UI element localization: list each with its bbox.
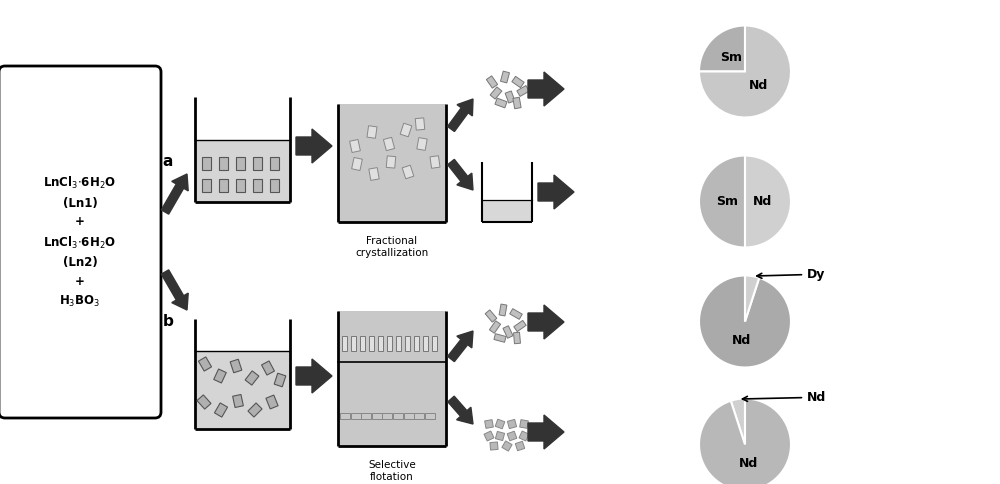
Bar xyxy=(414,336,419,350)
Text: b: b xyxy=(163,315,173,330)
Bar xyxy=(494,333,506,342)
Polygon shape xyxy=(195,140,290,202)
Polygon shape xyxy=(338,311,446,446)
Bar xyxy=(378,336,383,350)
Wedge shape xyxy=(745,155,791,247)
Wedge shape xyxy=(731,398,745,444)
Text: Nd: Nd xyxy=(732,334,752,347)
Wedge shape xyxy=(699,26,745,72)
Bar xyxy=(253,156,262,169)
Text: Fractional
crystallization: Fractional crystallization xyxy=(355,236,429,258)
FancyArrow shape xyxy=(448,99,473,132)
Bar xyxy=(519,431,529,441)
Bar xyxy=(236,179,244,192)
Wedge shape xyxy=(699,275,791,367)
Bar xyxy=(342,336,347,350)
Text: Nd: Nd xyxy=(742,391,826,404)
Polygon shape xyxy=(338,104,446,222)
Text: Sm: Sm xyxy=(717,195,739,208)
FancyArrow shape xyxy=(448,396,473,424)
Bar xyxy=(383,137,395,151)
Bar xyxy=(274,373,286,387)
Text: a: a xyxy=(163,154,173,169)
Bar xyxy=(484,431,494,441)
Bar xyxy=(495,431,505,440)
Bar xyxy=(236,156,244,169)
Bar xyxy=(430,156,440,168)
Bar xyxy=(499,304,507,316)
Bar xyxy=(245,371,259,385)
Bar xyxy=(218,156,228,169)
Text: Nd: Nd xyxy=(749,79,768,91)
Wedge shape xyxy=(699,155,745,247)
FancyBboxPatch shape xyxy=(0,66,161,418)
Bar xyxy=(404,413,414,419)
FancyArrow shape xyxy=(538,175,574,209)
Bar xyxy=(486,76,498,88)
Bar xyxy=(515,441,525,451)
Bar xyxy=(490,87,502,99)
FancyArrow shape xyxy=(296,129,332,163)
Bar xyxy=(372,413,382,419)
Bar xyxy=(512,76,524,88)
Bar xyxy=(490,442,498,450)
Bar xyxy=(495,419,505,429)
Text: Selective
flotation: Selective flotation xyxy=(368,460,416,483)
Bar xyxy=(230,359,242,373)
Bar xyxy=(505,91,515,103)
FancyArrow shape xyxy=(448,331,473,362)
Bar xyxy=(514,332,520,344)
Bar xyxy=(517,86,529,96)
Bar xyxy=(253,179,262,192)
Text: Nd: Nd xyxy=(738,457,758,470)
Bar xyxy=(507,420,517,429)
Bar xyxy=(502,441,512,451)
Text: Dy: Dy xyxy=(757,268,825,281)
FancyArrow shape xyxy=(528,415,564,449)
Wedge shape xyxy=(745,275,759,321)
Bar xyxy=(198,357,212,371)
Bar xyxy=(350,139,360,152)
Bar xyxy=(202,156,210,169)
FancyArrow shape xyxy=(161,270,188,310)
Bar xyxy=(485,310,497,322)
Polygon shape xyxy=(195,351,290,429)
Text: Nd: Nd xyxy=(753,195,772,208)
Bar xyxy=(513,97,521,109)
Text: LnCl$_3$$\cdot$6H$_2$O
(Ln1)
+
LnCl$_3$$\cdot$6H$_2$O
(Ln2)
+
H$_3$BO$_3$: LnCl$_3$$\cdot$6H$_2$O (Ln1) + LnCl$_3$$… xyxy=(43,175,117,309)
Bar xyxy=(393,413,403,419)
Bar xyxy=(387,336,392,350)
Bar xyxy=(405,336,410,350)
Bar xyxy=(507,431,517,441)
Bar xyxy=(402,165,414,179)
Bar xyxy=(340,413,350,419)
Bar xyxy=(248,403,262,417)
Bar xyxy=(352,157,362,170)
Wedge shape xyxy=(699,26,791,118)
Bar xyxy=(202,179,210,192)
Bar xyxy=(425,413,435,419)
Bar xyxy=(423,336,428,350)
Bar xyxy=(414,413,424,419)
Bar xyxy=(520,420,528,428)
FancyArrow shape xyxy=(528,305,564,339)
Bar xyxy=(369,336,374,350)
Bar xyxy=(510,309,522,319)
Bar xyxy=(382,413,392,419)
Bar xyxy=(351,336,356,350)
Bar xyxy=(369,167,379,181)
Wedge shape xyxy=(699,398,791,484)
Bar xyxy=(214,369,226,383)
Bar xyxy=(214,403,228,417)
Bar xyxy=(367,126,377,138)
Bar xyxy=(266,395,278,409)
Bar xyxy=(396,336,401,350)
FancyArrow shape xyxy=(161,174,188,214)
Bar xyxy=(501,71,509,83)
Bar xyxy=(351,413,361,419)
Bar xyxy=(417,137,427,151)
FancyArrow shape xyxy=(528,72,564,106)
Text: Sm: Sm xyxy=(720,51,742,64)
Bar xyxy=(432,336,437,350)
Bar xyxy=(386,156,396,168)
